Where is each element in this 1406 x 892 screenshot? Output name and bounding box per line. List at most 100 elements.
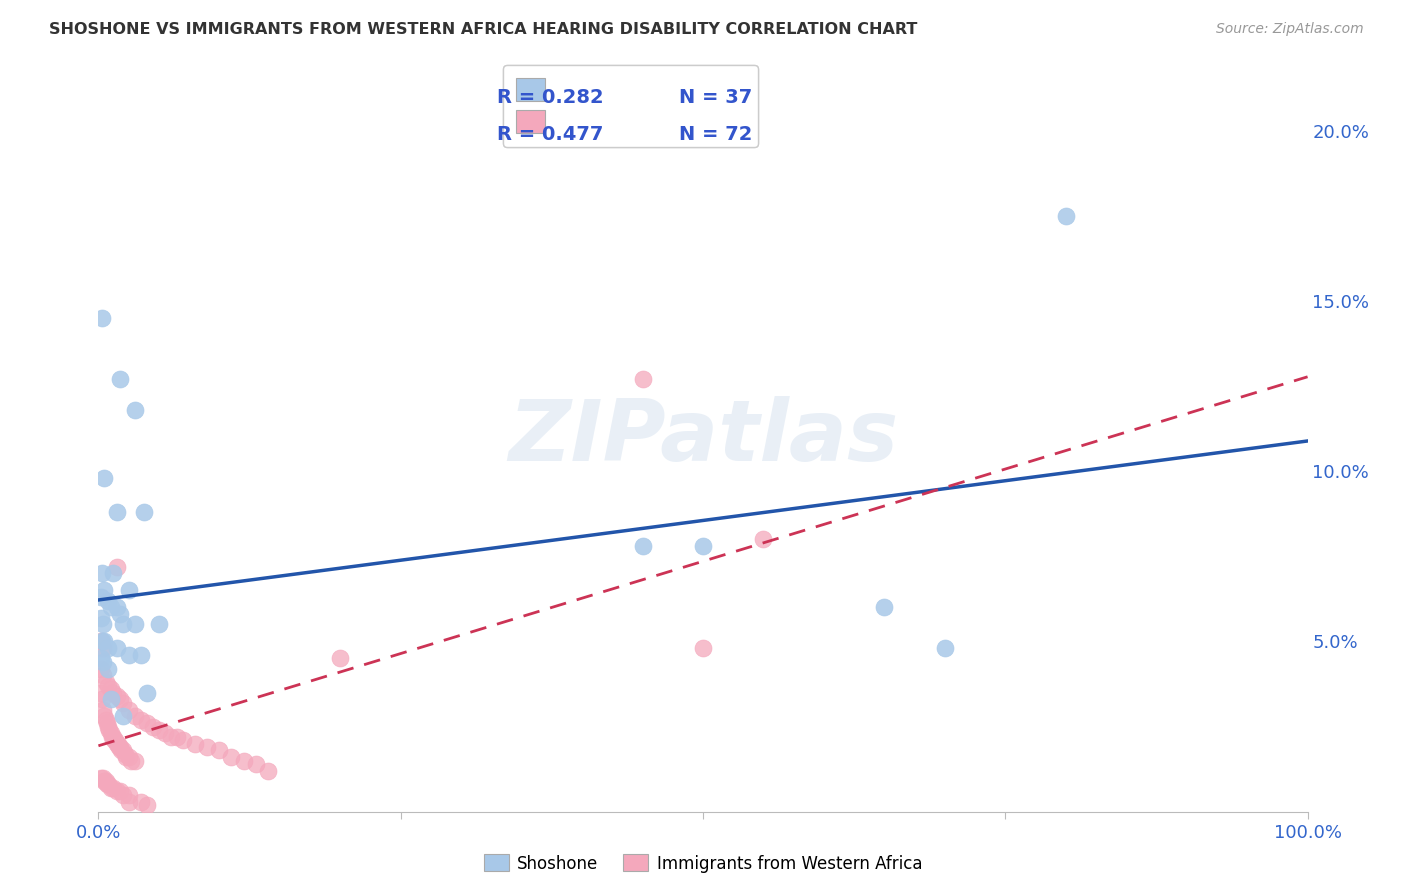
Point <box>90 590 112 604</box>
Point <box>111 617 134 632</box>
Point <box>93 634 115 648</box>
Point <box>184 737 207 751</box>
Point <box>129 648 152 662</box>
Point <box>97 662 120 676</box>
Point <box>329 651 352 665</box>
Point <box>108 739 131 754</box>
Point <box>118 750 141 764</box>
Point <box>94 774 117 789</box>
Point <box>135 716 157 731</box>
Point <box>111 743 134 757</box>
Point <box>93 583 115 598</box>
Point <box>110 743 132 757</box>
Point <box>135 797 157 812</box>
Text: ZIPatlas: ZIPatlas <box>508 395 898 479</box>
Point <box>114 747 136 761</box>
Point <box>91 310 114 325</box>
Point <box>91 668 114 682</box>
Point <box>91 641 114 656</box>
Point <box>124 617 146 632</box>
Point <box>934 641 956 656</box>
Point <box>94 713 117 727</box>
Text: R = 0.477: R = 0.477 <box>498 126 603 145</box>
Point <box>98 723 121 737</box>
Point <box>96 777 118 791</box>
Point <box>104 733 127 747</box>
Point <box>100 726 122 740</box>
Point <box>118 583 141 598</box>
Point <box>90 685 112 699</box>
Point <box>97 777 120 791</box>
Point <box>195 739 218 754</box>
Point <box>108 607 131 622</box>
Point <box>101 730 124 744</box>
Point <box>111 709 134 723</box>
Point <box>208 743 231 757</box>
Point <box>107 737 129 751</box>
Point <box>166 730 188 744</box>
Point <box>101 685 124 699</box>
Point <box>100 730 122 744</box>
Point <box>105 505 128 519</box>
Point <box>93 709 115 723</box>
Point <box>631 539 654 553</box>
Point <box>148 723 170 737</box>
Point <box>105 600 128 615</box>
Text: N = 72: N = 72 <box>679 126 752 145</box>
Point <box>105 641 128 656</box>
Point <box>1054 209 1077 223</box>
Point <box>232 754 254 768</box>
Point <box>105 784 128 798</box>
Point <box>118 788 141 802</box>
Text: R = 0.282: R = 0.282 <box>498 88 605 107</box>
Point <box>172 733 194 747</box>
Point <box>90 651 112 665</box>
Point <box>100 780 122 795</box>
Point <box>129 795 152 809</box>
Point <box>118 795 141 809</box>
Point <box>100 682 122 697</box>
Point <box>90 662 112 676</box>
Point <box>101 566 124 581</box>
Point <box>90 771 112 785</box>
Point <box>111 788 134 802</box>
Point <box>91 655 114 669</box>
Point <box>160 730 183 744</box>
Point <box>103 733 125 747</box>
Point <box>118 702 141 716</box>
Point <box>111 696 134 710</box>
Point <box>118 648 141 662</box>
Point <box>692 641 714 656</box>
Point <box>105 737 128 751</box>
Point <box>256 764 278 778</box>
Point <box>90 634 112 648</box>
Point <box>692 539 714 553</box>
Point <box>94 675 117 690</box>
Point <box>97 593 120 607</box>
Point <box>91 617 114 632</box>
Point <box>108 372 131 386</box>
Point <box>101 780 124 795</box>
Point <box>105 689 128 703</box>
Point <box>124 709 146 723</box>
Point <box>115 750 138 764</box>
Point <box>124 402 146 417</box>
Text: Source: ZipAtlas.com: Source: ZipAtlas.com <box>1216 22 1364 37</box>
Point <box>91 702 114 716</box>
Point <box>142 720 165 734</box>
Point <box>221 750 243 764</box>
Point <box>91 634 114 648</box>
Point <box>97 679 120 693</box>
Point <box>120 754 142 768</box>
Point <box>245 757 267 772</box>
Point <box>135 685 157 699</box>
Point <box>93 471 115 485</box>
Point <box>873 600 896 615</box>
Point <box>100 692 122 706</box>
Point <box>108 692 131 706</box>
Point <box>96 716 118 731</box>
Point <box>134 505 156 519</box>
Text: SHOSHONE VS IMMIGRANTS FROM WESTERN AFRICA HEARING DISABILITY CORRELATION CHART: SHOSHONE VS IMMIGRANTS FROM WESTERN AFRI… <box>49 22 918 37</box>
Point <box>752 533 775 547</box>
Point <box>108 739 131 754</box>
